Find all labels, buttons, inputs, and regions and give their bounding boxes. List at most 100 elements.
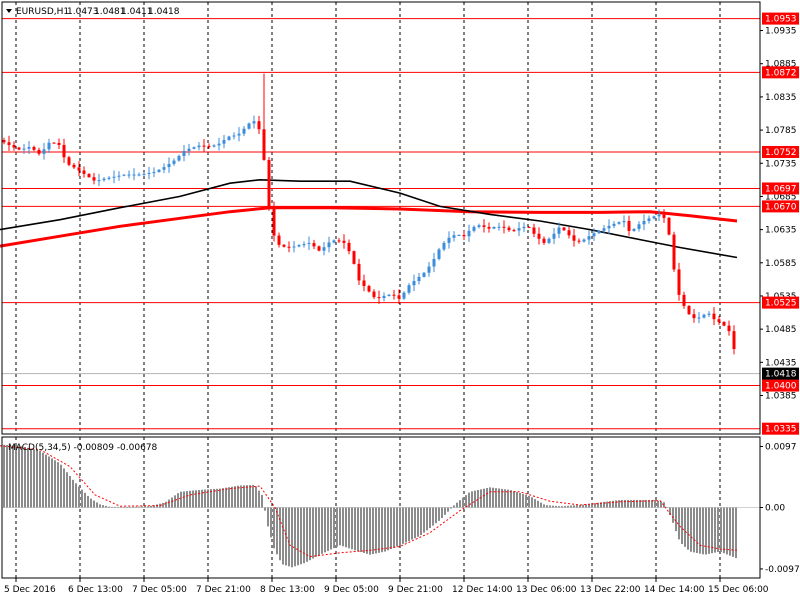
candle — [252, 115, 256, 129]
candle — [117, 171, 121, 181]
candle — [262, 73, 266, 161]
triangle-down-icon[interactable] — [6, 9, 12, 13]
candle — [727, 320, 731, 336]
candle — [582, 238, 586, 243]
candle — [47, 138, 51, 153]
macd-histogram-bar — [375, 507, 377, 554]
candle-body — [227, 136, 231, 141]
macd-histogram-bar — [480, 489, 482, 508]
candle — [652, 215, 656, 220]
candle — [202, 139, 206, 152]
macd-histogram-bar — [378, 507, 380, 553]
candle — [162, 163, 166, 174]
candle — [187, 143, 191, 156]
macd-histogram-bar — [180, 491, 182, 508]
candle — [227, 135, 231, 141]
candle — [557, 222, 561, 239]
candle-body — [717, 319, 721, 322]
candle — [282, 243, 286, 248]
macd-histogram-bar — [666, 507, 668, 508]
candle-body — [162, 167, 166, 170]
candle — [172, 158, 176, 166]
macd-histogram-bar — [288, 507, 290, 567]
candle — [52, 142, 56, 144]
macd-histogram-bar — [714, 507, 716, 553]
macd-histogram-bar — [729, 507, 731, 556]
candle-body — [32, 146, 36, 150]
candle-body — [337, 240, 341, 242]
macd-histogram-bar — [594, 503, 596, 508]
candle-body — [182, 150, 186, 156]
candle — [517, 222, 521, 237]
candle — [267, 156, 271, 211]
level-price-tag — [762, 182, 799, 195]
candle — [512, 228, 516, 232]
macd-histogram-bar — [51, 458, 53, 508]
candle-body — [302, 244, 306, 246]
macd-histogram-bar — [693, 507, 695, 553]
macd-histogram-bar — [546, 505, 548, 508]
y-tick-label: 1.0585 — [765, 259, 797, 269]
macd-histogram-bar — [720, 507, 722, 552]
ohlc-high: 1.0481 — [94, 7, 126, 17]
candle — [677, 262, 681, 301]
macd-histogram-bar — [201, 489, 203, 508]
macd-histogram-bar — [501, 488, 503, 508]
macd-histogram-bar — [189, 490, 191, 508]
candle — [137, 172, 141, 177]
macd-histogram-bar — [711, 507, 713, 554]
macd-histogram-bar — [297, 507, 299, 566]
macd-histogram-bar — [186, 491, 188, 508]
macd-histogram-bar — [207, 489, 209, 508]
candle-body — [632, 228, 636, 231]
macd-histogram-bar — [555, 505, 557, 508]
candle — [242, 126, 246, 137]
macd-histogram-bar — [426, 507, 428, 531]
macd-histogram-bar — [627, 499, 629, 508]
candle-body — [222, 140, 226, 144]
macd-histogram-bar — [282, 507, 284, 565]
macd-y-tick-label: -0.00976 — [765, 565, 800, 575]
candle-body — [27, 146, 31, 149]
macd-histogram-bar — [63, 468, 65, 508]
macd-histogram-bar — [399, 507, 401, 546]
candle — [342, 234, 346, 249]
macd-histogram-bar — [174, 495, 176, 508]
candle-body — [92, 177, 96, 181]
macd-histogram-bar — [72, 479, 74, 508]
candle-body — [447, 237, 451, 243]
candle-body — [272, 208, 276, 236]
candle-body — [682, 294, 686, 306]
macd-histogram-bar — [93, 500, 95, 508]
macd-histogram-bar — [171, 497, 173, 508]
candle — [82, 166, 86, 178]
candle-body — [622, 220, 626, 223]
macd-label: MACD(5,34,5) -0.00809 -0.00678 — [8, 443, 158, 453]
candle-body — [117, 175, 121, 177]
macd-histogram-bar — [471, 491, 473, 508]
macd-histogram-bar — [702, 507, 704, 555]
candle — [32, 145, 36, 152]
candle-body — [442, 242, 446, 250]
candle-body — [122, 174, 126, 176]
candle-body — [247, 123, 251, 129]
candle — [312, 239, 316, 250]
level-price-tag-label: 1.0670 — [765, 202, 797, 212]
macd-histogram-bar — [402, 507, 404, 544]
candle — [552, 227, 556, 245]
macd-histogram-bar — [372, 507, 374, 555]
candle-body — [72, 164, 76, 168]
candle-body — [167, 163, 171, 168]
macd-histogram-bar — [489, 487, 491, 508]
macd-histogram-bar — [96, 502, 98, 508]
x-tick-label: 13 Dec 22:00 — [580, 585, 641, 595]
candle — [337, 237, 341, 244]
macd-histogram-bar — [405, 507, 407, 543]
macd-histogram-bar — [183, 491, 185, 508]
macd-histogram-bar — [690, 507, 692, 552]
candle — [502, 220, 506, 234]
macd-histogram-bar — [591, 503, 593, 508]
candle-body — [702, 314, 706, 318]
